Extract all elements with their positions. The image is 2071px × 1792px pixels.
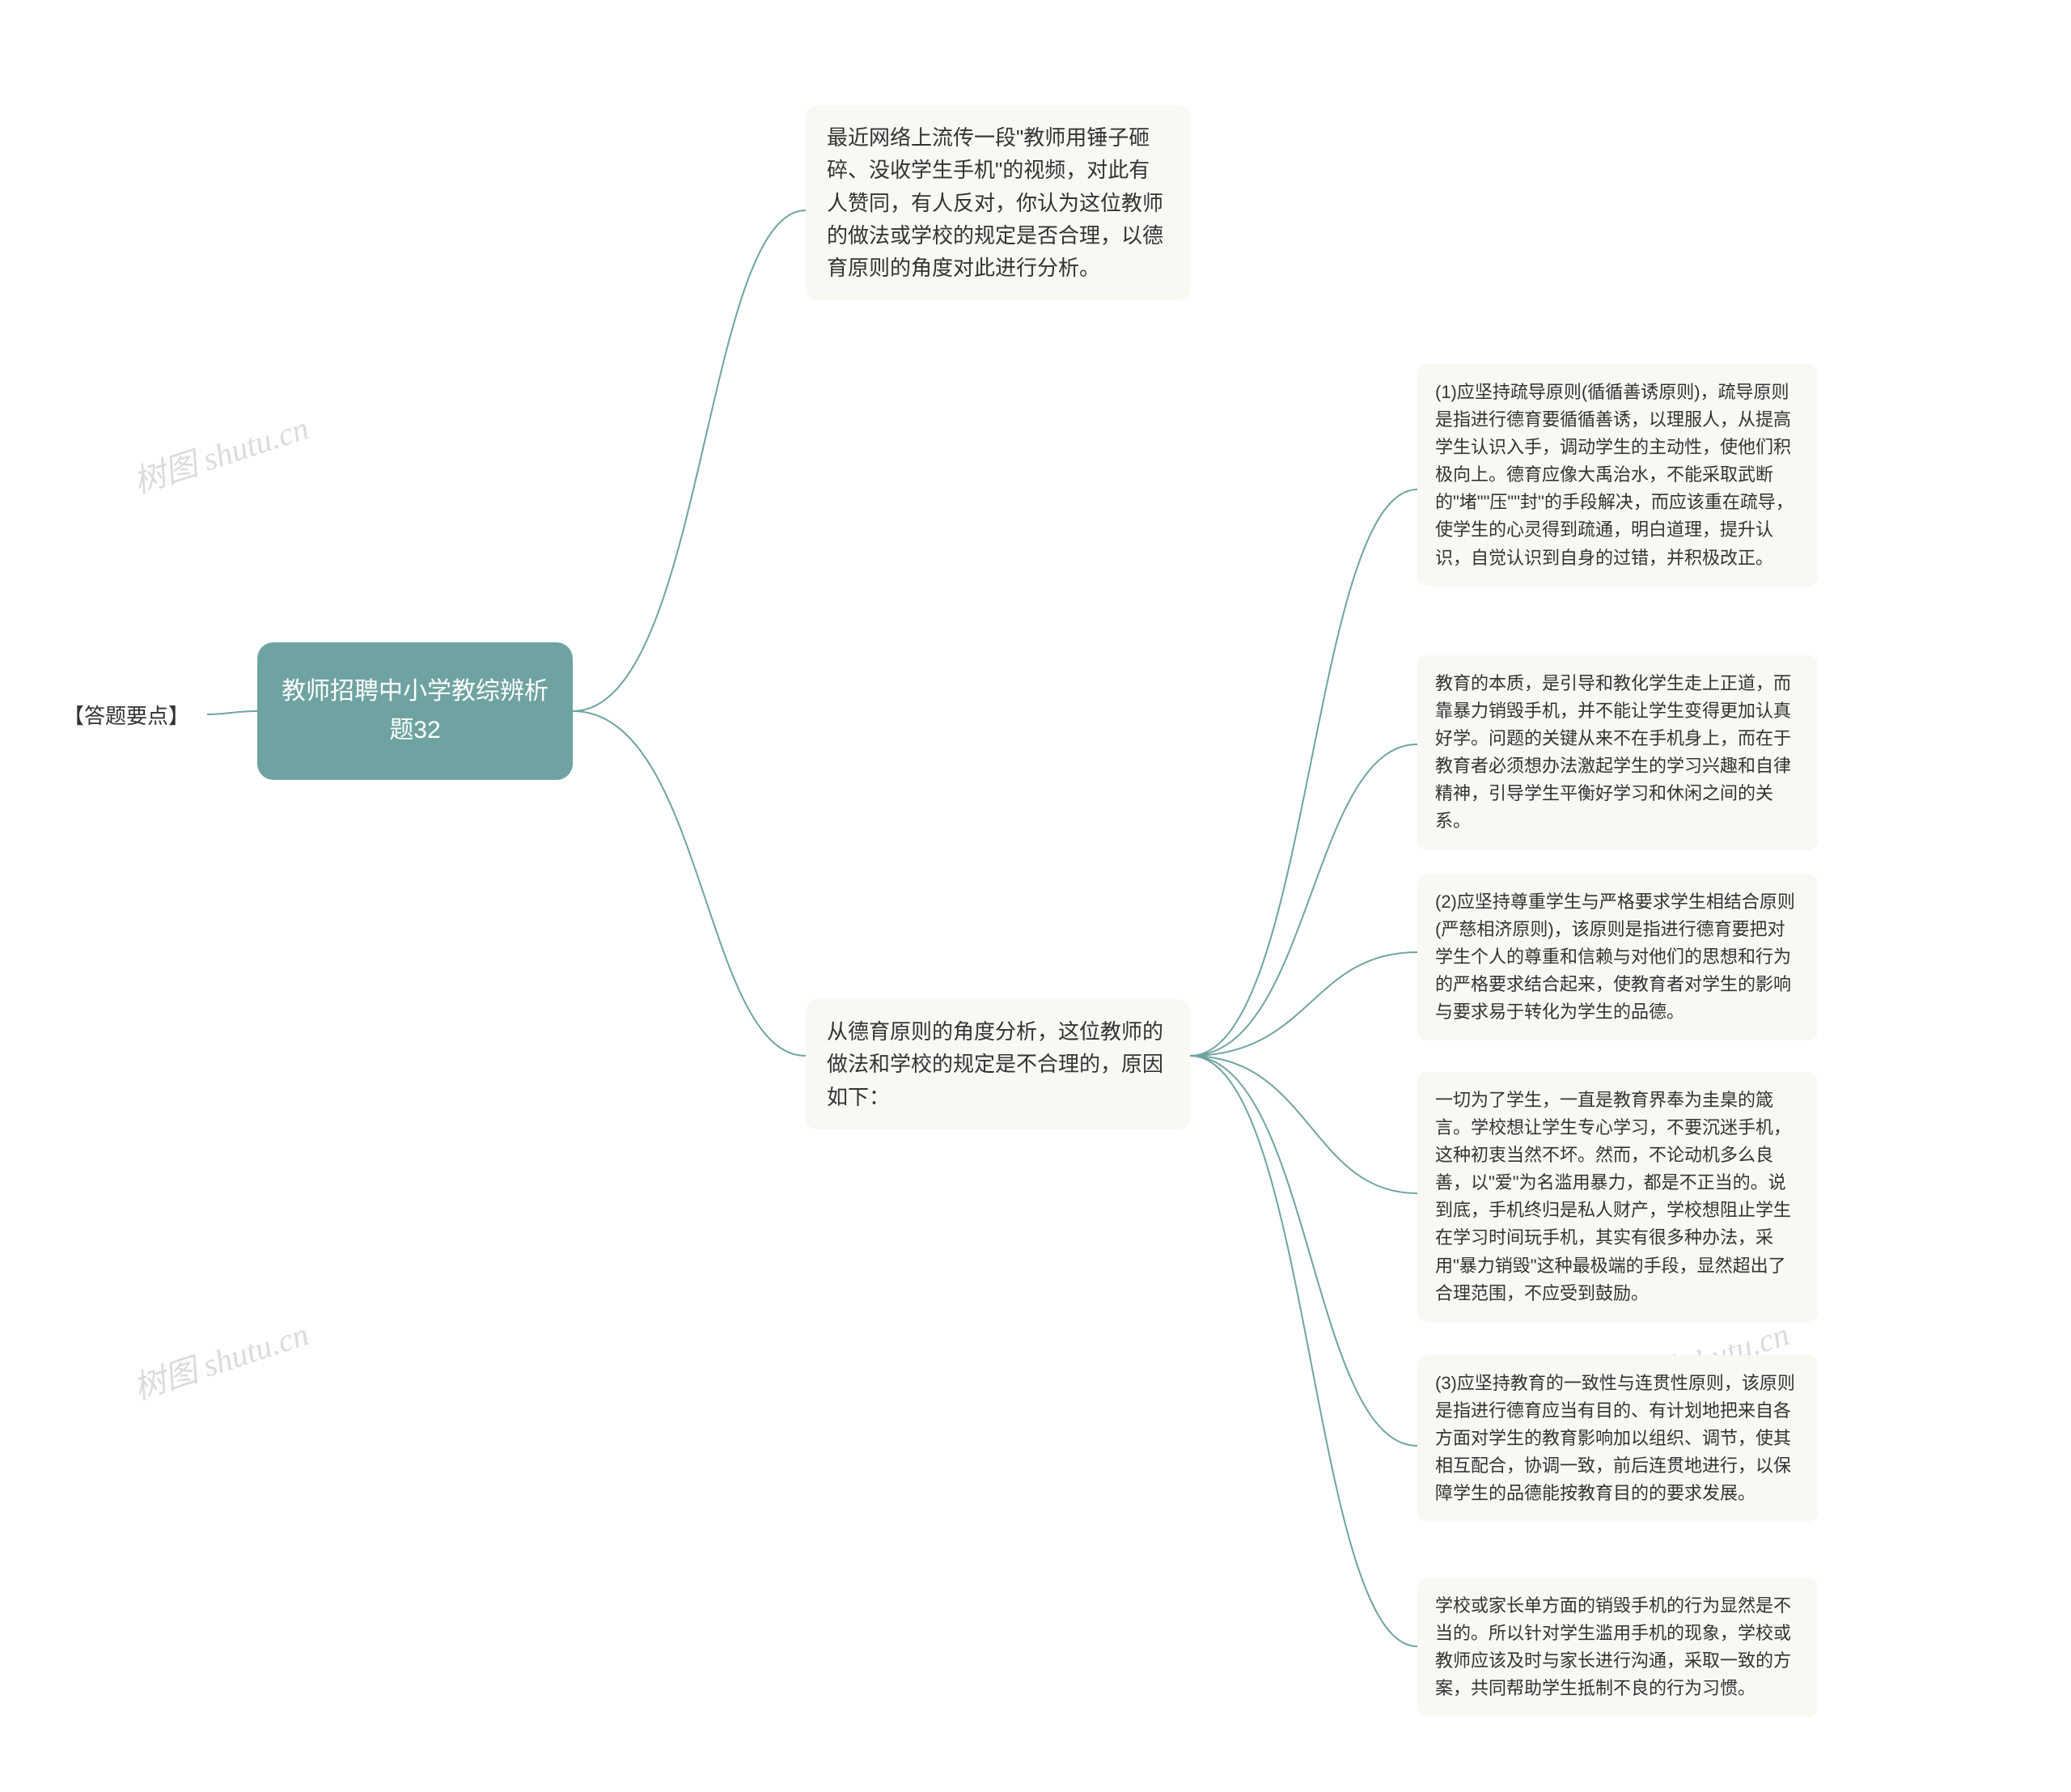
central-node: 教师招聘中小学教综辨析题32 (257, 642, 573, 780)
edge-sec-leaf-4 (1190, 1056, 1417, 1193)
leaf-node: 学校或家长单方面的销毁手机的行为显然是不当的。所以针对学生滥用手机的现象，学校或… (1417, 1578, 1818, 1717)
leaf-node: 一切为了学生，一直是教育界奉为圭臬的箴言。学校想让学生专心学习，不要沉迷手机，这… (1417, 1072, 1818, 1322)
leaf-node: (1)应坚持疏导原则(循循善诱原则)，疏导原则是指进行德育要循循善诱，以理服人，… (1417, 364, 1818, 587)
leaf-text: 一切为了学生，一直是教育界奉为圭臬的箴言。学校想让学生专心学习，不要沉迷手机，这… (1435, 1087, 1800, 1307)
leaf-text: (1)应坚持疏导原则(循循善诱原则)，疏导原则是指进行德育要循循善诱，以理服人，… (1435, 379, 1800, 572)
left-branch-node: 【答题要点】 (45, 694, 207, 735)
watermark: 树图 shutu.cn (127, 1308, 314, 1409)
mindmap-canvas: 树图 shutu.cn 树图 shutu.cn 树图 shutu.cn 树图 s… (0, 0, 2071, 1792)
left-branch-label: 【答题要点】 (63, 700, 189, 730)
edge-sec-leaf-2 (1190, 744, 1417, 1056)
central-label: 教师招聘中小学教综辨析题32 (278, 672, 552, 750)
edge-center-left (207, 711, 257, 714)
leaf-text: 教育的本质，是引导和教化学生走上正道，而靠暴力销毁手机，并不能让学生变得更加认真… (1435, 670, 1800, 836)
edge-sec-leaf-6 (1190, 1056, 1417, 1646)
edge-sec-leaf-1 (1190, 489, 1417, 1056)
secondary-top-text: 最近网络上流传一段"教师用锤子砸碎、没收学生手机"的视频，对此有人赞同，有人反对… (827, 121, 1169, 284)
edge-center-sec-bottom (573, 711, 806, 1056)
secondary-bottom-node: 从德育原则的角度分析，这位教师的做法和学校的规定是不合理的，原因如下： (806, 999, 1190, 1129)
leaf-text: (2)应坚持尊重学生与严格要求学生相结合原则(严慈相济原则)，该原则是指进行德育… (1435, 888, 1800, 1026)
secondary-bottom-text: 从德育原则的角度分析，这位教师的做法和学校的规定是不合理的，原因如下： (827, 1015, 1169, 1113)
leaf-node: (3)应坚持教育的一致性与连贯性原则，该原则是指进行德育应当有目的、有计划地把来… (1417, 1355, 1818, 1522)
edge-center-sec-top (573, 210, 806, 711)
edge-sec-leaf-5 (1190, 1056, 1417, 1446)
watermark: 树图 shutu.cn (127, 402, 314, 503)
leaf-node: 教育的本质，是引导和教化学生走上正道，而靠暴力销毁手机，并不能让学生变得更加认真… (1417, 655, 1818, 850)
leaf-node: (2)应坚持尊重学生与严格要求学生相结合原则(严慈相济原则)，该原则是指进行德育… (1417, 874, 1818, 1040)
leaf-text: 学校或家长单方面的销毁手机的行为显然是不当的。所以针对学生滥用手机的现象，学校或… (1435, 1592, 1800, 1702)
secondary-top-node: 最近网络上流传一段"教师用锤子砸碎、没收学生手机"的视频，对此有人赞同，有人反对… (806, 105, 1190, 300)
edge-sec-leaf-3 (1190, 952, 1417, 1056)
leaf-text: (3)应坚持教育的一致性与连贯性原则，该原则是指进行德育应当有目的、有计划地把来… (1435, 1370, 1800, 1507)
